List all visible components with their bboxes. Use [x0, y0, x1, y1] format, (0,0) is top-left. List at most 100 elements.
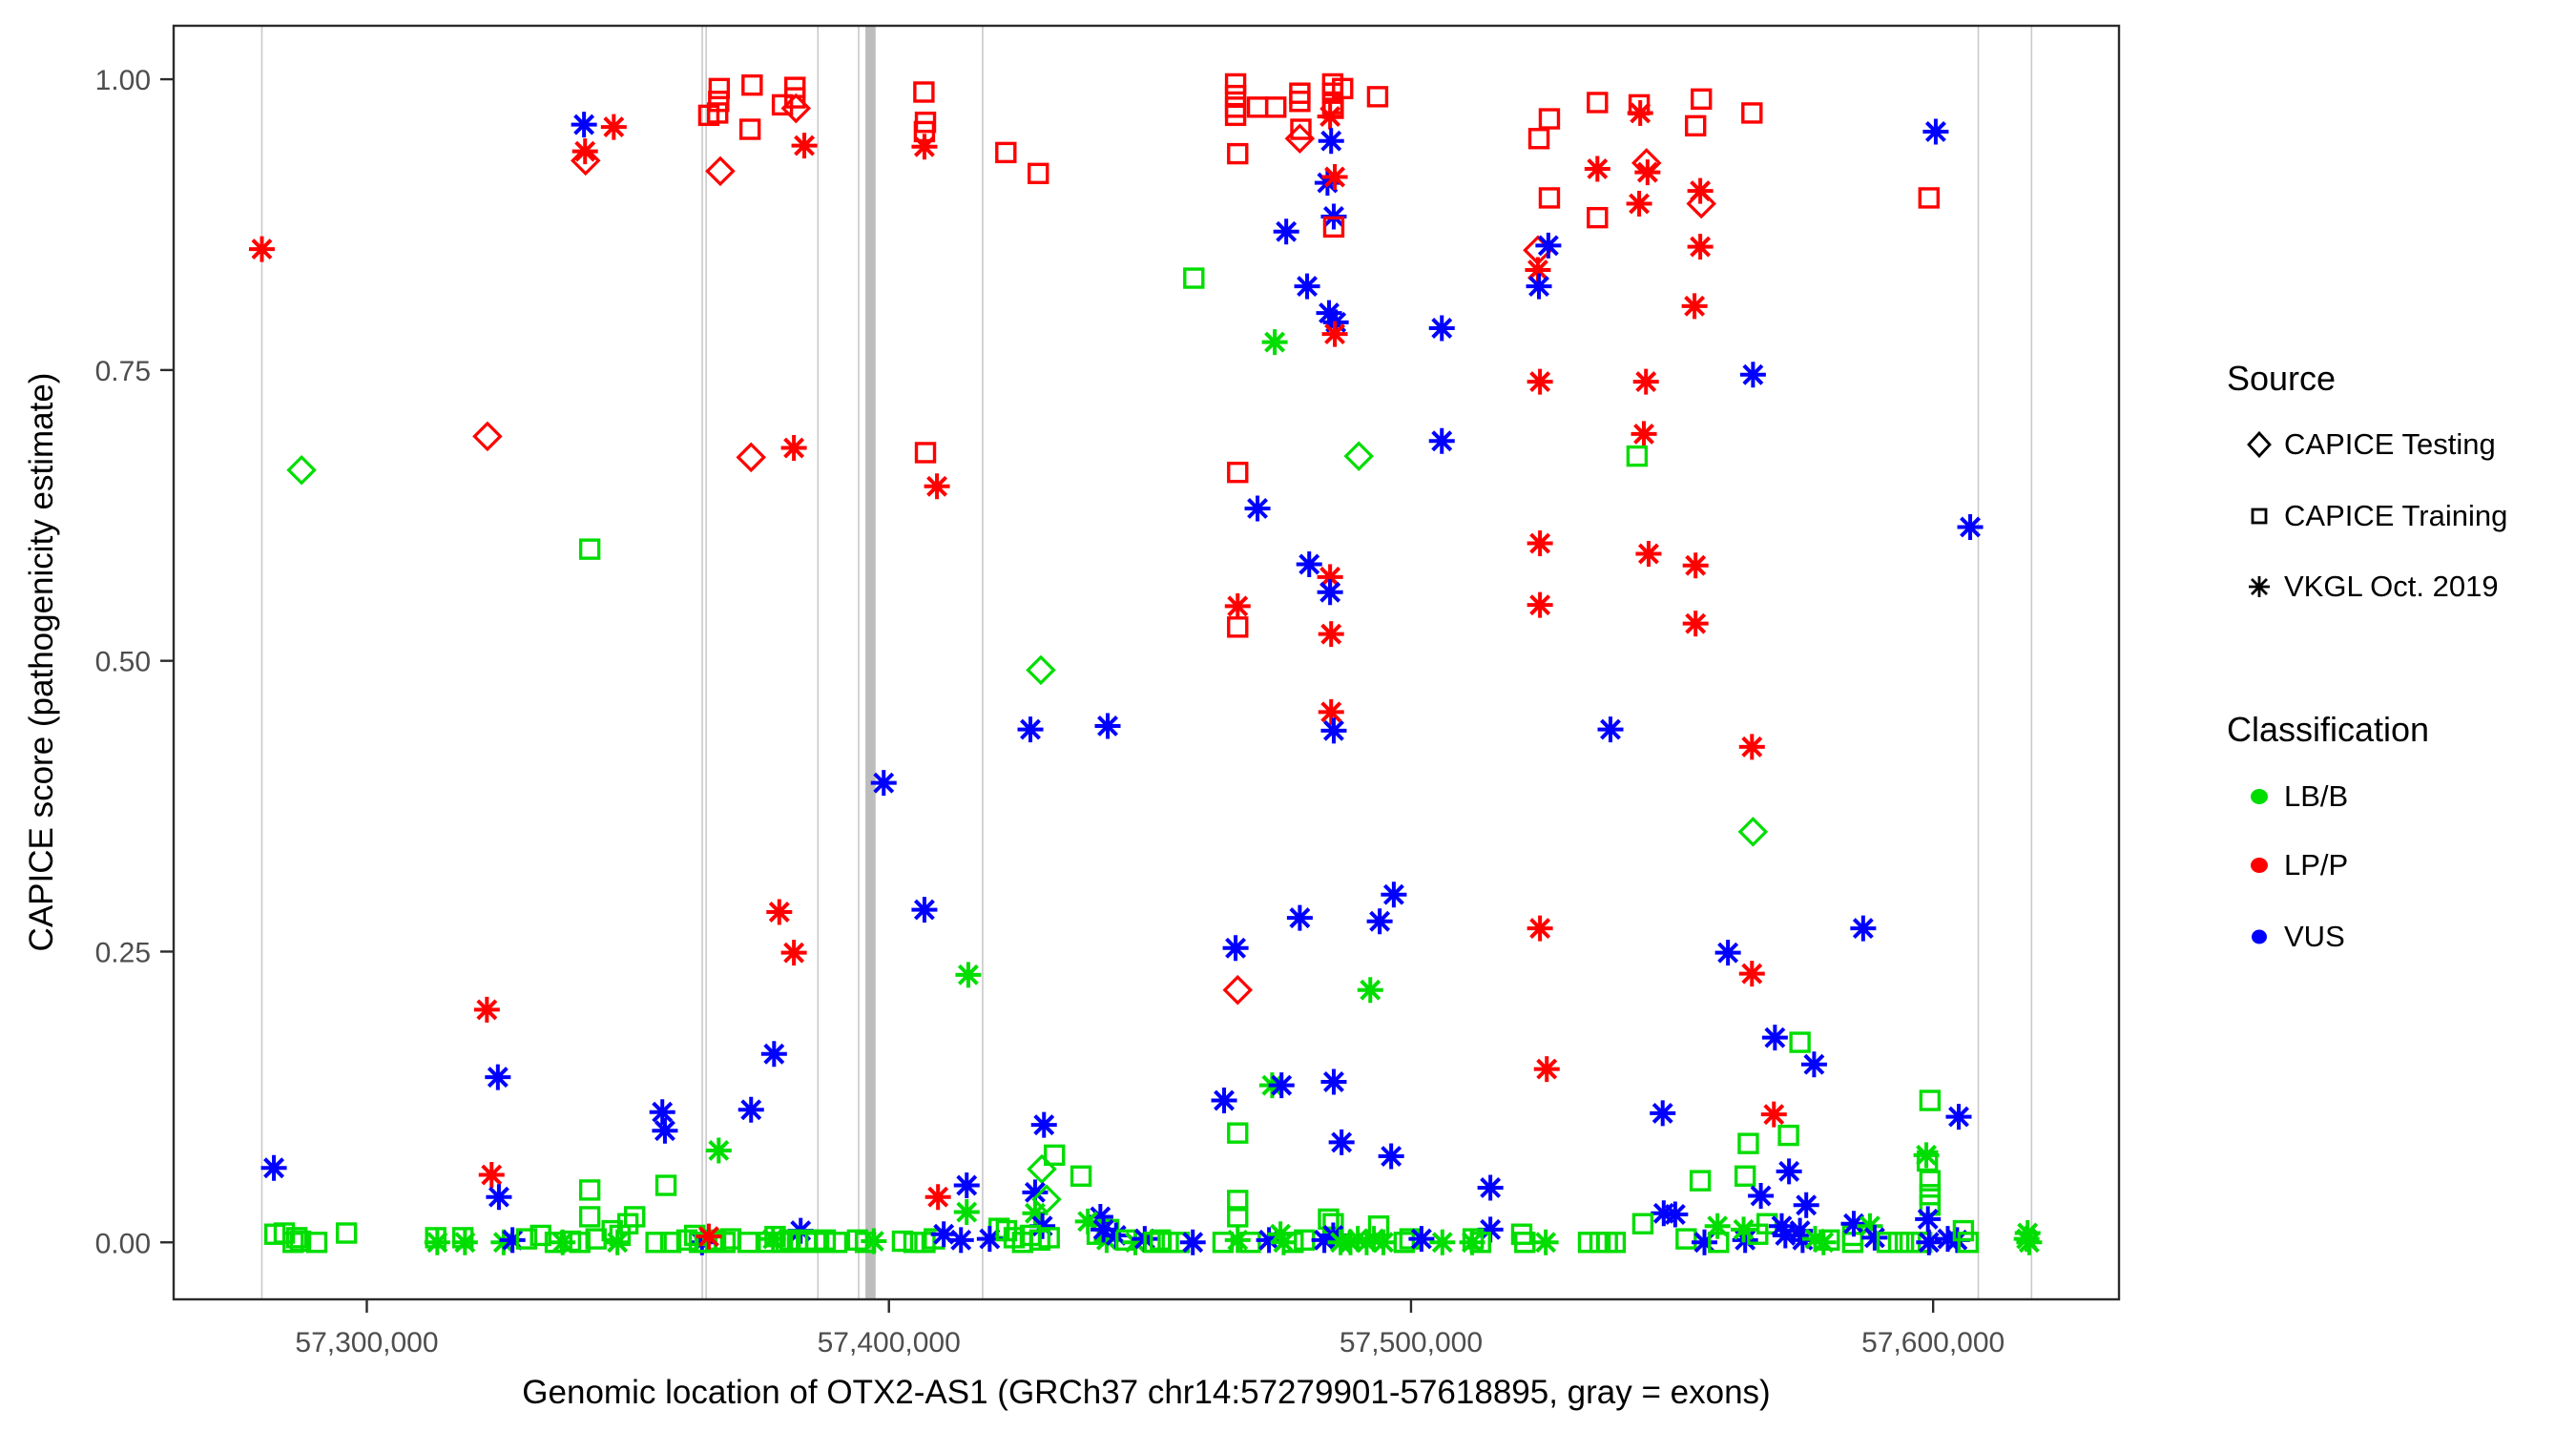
data-point — [260, 1154, 287, 1181]
data-point — [891, 1230, 914, 1253]
data-point — [708, 77, 731, 100]
data-point — [1332, 77, 1354, 100]
data-point — [1344, 1226, 1371, 1253]
data-point — [1328, 1129, 1355, 1155]
data-point — [1043, 1144, 1066, 1167]
x-tick-label: 57,400,000 — [818, 1327, 961, 1358]
data-point — [1538, 187, 1561, 209]
data-point — [1261, 329, 1288, 356]
legend-item-label: CAPICE Testing — [2284, 427, 2496, 461]
data-point — [1317, 103, 1343, 130]
data-point — [696, 1223, 722, 1250]
data-point — [486, 1184, 512, 1211]
data-point — [1760, 1101, 1787, 1128]
data-point — [1919, 1170, 1942, 1192]
data-point — [1227, 1190, 1249, 1212]
data-point — [624, 1206, 646, 1228]
data-point — [759, 1226, 786, 1253]
data-point — [953, 1199, 980, 1226]
data-point — [930, 1221, 957, 1248]
data-point — [1631, 1213, 1654, 1234]
data-point — [1157, 1232, 1179, 1254]
data-point — [1789, 1031, 1811, 1053]
data-point — [1294, 273, 1320, 300]
data-point — [1739, 362, 1766, 388]
data-point — [1477, 1174, 1504, 1201]
data-point — [1244, 495, 1271, 522]
data-point — [1091, 1216, 1117, 1243]
data-point — [335, 1222, 358, 1244]
data-point — [499, 1227, 526, 1254]
x-tick-label: 57,500,000 — [1340, 1327, 1483, 1358]
data-point — [286, 454, 317, 486]
data-point — [1381, 881, 1407, 908]
data-point — [571, 112, 597, 138]
legend-item-vkgl: VKGL Oct. 2019 — [2234, 565, 2499, 609]
data-point — [1737, 817, 1769, 847]
data-point — [924, 1184, 951, 1211]
data-point — [649, 1099, 675, 1126]
data-point — [947, 1227, 974, 1254]
data-point — [1462, 1228, 1485, 1250]
data-point — [1246, 96, 1269, 118]
data-point — [1393, 1232, 1416, 1254]
legend-item-label: VUS — [2284, 920, 2345, 953]
data-point — [1761, 1025, 1788, 1051]
data-point — [1256, 1227, 1282, 1254]
data-point — [1239, 1232, 1261, 1254]
y-tick-label: 0.00 — [95, 1228, 151, 1259]
data-point — [995, 141, 1017, 164]
data-point — [1527, 530, 1553, 557]
data-point — [451, 1229, 478, 1255]
x-axis-title: Genomic location of OTX2-AS1 (GRCh37 chr… — [522, 1374, 1771, 1411]
y-tick-label: 1.00 — [95, 65, 151, 96]
data-point — [1626, 191, 1652, 218]
data-point — [478, 1162, 505, 1189]
data-point — [1626, 445, 1649, 467]
data-point — [1802, 1226, 1829, 1253]
data-point — [1952, 1219, 1975, 1242]
data-point — [1224, 84, 1247, 107]
data-point — [1320, 717, 1347, 744]
data-point — [1289, 91, 1311, 113]
data-point — [1682, 552, 1709, 579]
data-point — [814, 1229, 837, 1252]
data-point — [1030, 1111, 1057, 1138]
data-point — [659, 1232, 682, 1254]
data-point — [764, 1225, 786, 1248]
data-point — [1533, 1056, 1560, 1083]
data-point — [1635, 541, 1662, 568]
data-point — [1027, 1153, 1057, 1185]
data-point — [1922, 118, 1949, 145]
data-point — [1286, 904, 1313, 931]
data-point — [1662, 1201, 1689, 1228]
data-point — [1708, 1232, 1730, 1254]
data-point — [571, 138, 598, 165]
legend-item-label: VKGL Oct. 2019 — [2284, 570, 2499, 603]
data-point — [472, 421, 503, 452]
data-point — [736, 442, 767, 473]
data-point — [1675, 1228, 1697, 1250]
data-point — [1535, 232, 1562, 259]
data-point — [1748, 1182, 1775, 1209]
data-point — [1734, 1165, 1756, 1187]
data-point — [1290, 118, 1312, 140]
data-point — [578, 1206, 601, 1228]
data-point — [1094, 713, 1121, 739]
data-point — [1122, 1229, 1149, 1255]
data-point — [1222, 935, 1249, 962]
panel-border — [172, 24, 2121, 1301]
data-point — [1026, 654, 1056, 686]
data-point — [1227, 616, 1249, 638]
data-point — [738, 118, 761, 140]
data-point — [1876, 1232, 1899, 1254]
data-point — [1691, 1229, 1717, 1255]
data-point — [771, 93, 794, 116]
data-point — [1919, 1194, 1942, 1216]
data-point — [1408, 1226, 1435, 1253]
data-point — [1532, 1229, 1559, 1255]
data-point — [1887, 1232, 1910, 1254]
data-point — [1538, 108, 1561, 130]
data-point — [1577, 1232, 1600, 1254]
data-point — [737, 1096, 764, 1123]
